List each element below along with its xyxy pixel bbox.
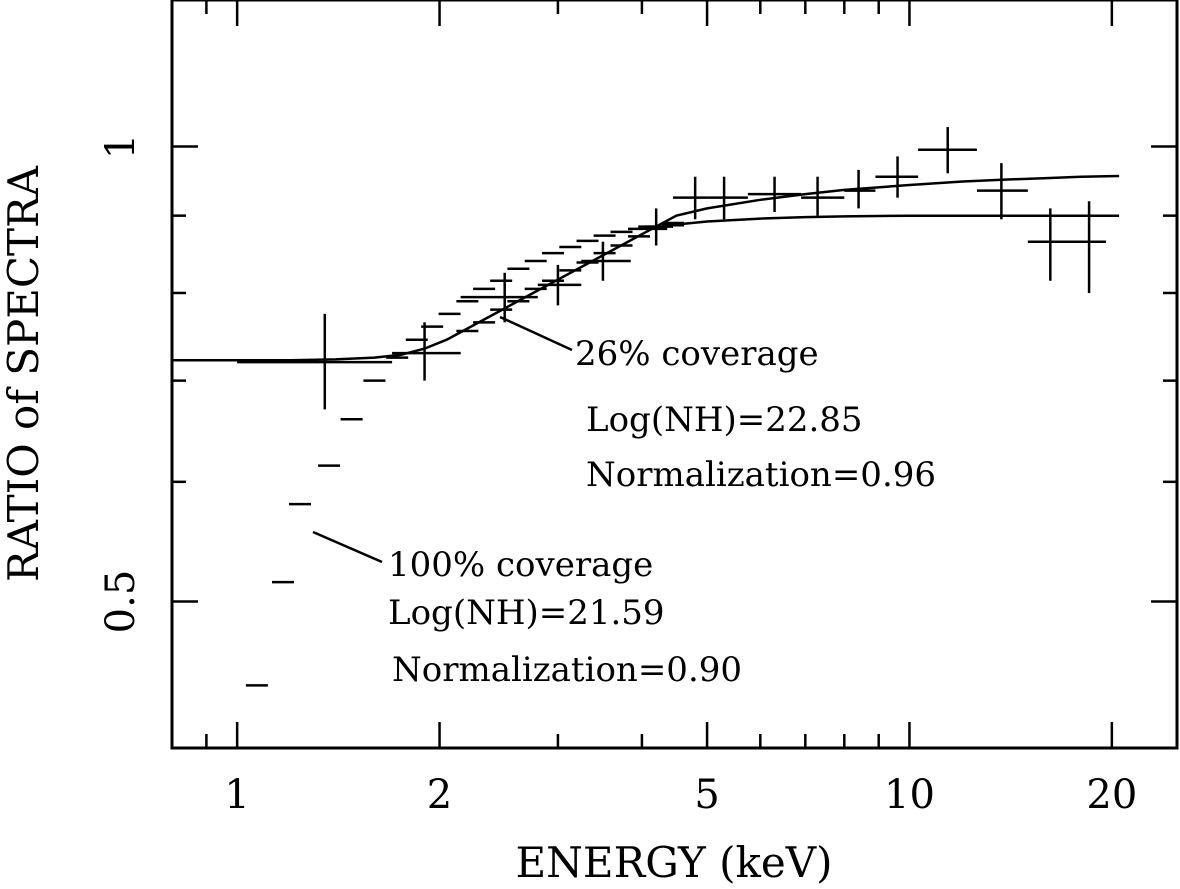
model-lines — [172, 174, 1120, 362]
annotation-100-lognh: Log(NH)=21.59 — [388, 593, 665, 633]
axis-ticks — [172, 0, 1177, 748]
data-point — [747, 176, 802, 213]
model-line — [172, 174, 1120, 362]
data-point — [976, 163, 1028, 220]
model-steps — [245, 221, 685, 687]
y-tick-labels: 0.51 — [98, 134, 144, 634]
data-point — [707, 176, 748, 220]
data-point — [801, 176, 845, 216]
x-axis-label: ENERGY (keV) — [516, 838, 833, 887]
data-point — [844, 169, 876, 209]
y-tick-label: 0.5 — [98, 570, 144, 634]
data-point — [638, 208, 674, 246]
data-point — [460, 272, 538, 323]
model-line — [676, 214, 1120, 226]
plot-frame — [170, 0, 1179, 750]
data-point — [392, 322, 461, 381]
data-point — [673, 176, 708, 220]
x-tick-labels: 1 2 5 10 20 — [224, 772, 1137, 818]
y-tick-label: 1 — [98, 134, 144, 159]
data-point — [537, 264, 582, 306]
data-point — [1069, 201, 1106, 293]
x-tick-label: 2 — [427, 772, 452, 818]
annotation-26-lognh: Log(NH)=22.85 — [586, 400, 863, 440]
annotation-26-coverage: 26% coverage — [575, 334, 819, 374]
annotation-100-normalization: Normalization=0.90 — [392, 650, 742, 690]
x-tick-label: 10 — [884, 772, 935, 818]
x-tick-label: 5 — [694, 772, 719, 818]
data-points — [237, 127, 1106, 410]
data-point — [875, 156, 919, 198]
annotation-100-coverage: 100% coverage — [388, 545, 653, 585]
data-point — [918, 127, 977, 174]
data-point — [237, 313, 393, 410]
annotation-pointer-26 — [499, 315, 573, 352]
data-point — [581, 241, 631, 281]
x-tick-label: 1 — [224, 772, 249, 818]
annotation-pointer-100 — [312, 530, 383, 564]
x-tick-label: 20 — [1086, 772, 1137, 818]
annotation-26-normalization: Normalization=0.96 — [586, 455, 936, 495]
data-point — [1027, 208, 1070, 281]
y-axis-label: RATIO of SPECTRA — [0, 165, 48, 582]
